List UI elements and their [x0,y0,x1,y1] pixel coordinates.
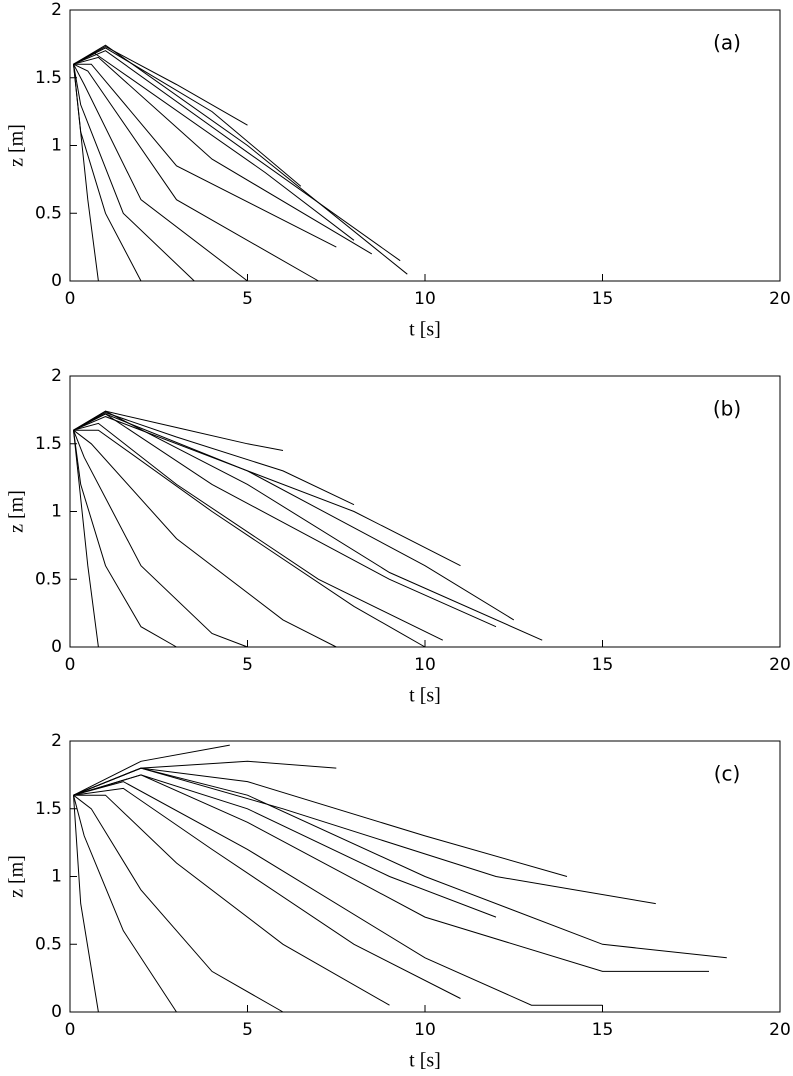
trajectory [73,63,319,282]
plot-frame [69,375,781,648]
trajectory [73,64,195,282]
y-tick-label: 0.5 [35,203,62,223]
trajectory [73,413,515,621]
y-axis-label: z [m] [6,490,28,533]
x-tick-label: 0 [65,655,76,675]
trajectory [73,429,426,648]
x-tick-label: 0 [65,289,76,309]
x-tick-label: 10 [414,289,436,309]
trajectory [73,794,390,1006]
trajectory [73,412,355,506]
y-tick-label: 1 [51,867,62,887]
x-tick-label: 5 [242,289,253,309]
x-axis-label: t [s] [409,319,441,341]
trajectory [73,744,230,796]
y-tick-label: 0 [51,637,62,657]
y-axis-label: z [m] [6,855,28,898]
y-tick-label: 0 [51,1002,62,1022]
trajectory [73,56,373,255]
trajectory [73,795,177,1013]
trajectory [73,787,461,999]
x-tick-label: 0 [65,1020,76,1040]
trajectory [73,52,355,241]
x-tick-label: 5 [242,1020,253,1040]
x-tick-label: 5 [242,655,253,675]
y-axis-label: z [m] [6,124,28,167]
x-tick-label: 20 [769,289,791,309]
y-tick-label: 0 [51,271,62,291]
trajectory [73,63,248,282]
y-tick-label: 1.5 [35,434,62,454]
y-tick-label: 1.5 [35,68,62,88]
trajectory [73,795,99,1013]
x-tick-label: 15 [592,655,614,675]
trajectory [73,422,444,641]
trajectory [73,767,568,877]
trajectory [73,430,177,648]
trajectory [73,64,99,282]
trajectory [73,410,284,451]
panel-label: (b) [713,397,741,421]
trajectory [73,44,408,275]
y-tick-label: 1 [51,502,62,522]
trajectory [73,767,656,905]
plot-frame [69,9,781,282]
trajectory [73,430,99,648]
y-tick-label: 2 [51,0,62,20]
trajectory [73,774,497,918]
trajectory [73,774,709,972]
x-tick-label: 10 [414,655,436,675]
trajectory [73,410,543,641]
x-tick-label: 15 [592,289,614,309]
trajectory [73,50,401,262]
y-tick-label: 2 [51,731,62,751]
trajectory [73,794,284,1013]
x-axis-label: t [s] [409,685,441,707]
y-tick-label: 1 [51,136,62,156]
y-tick-label: 0.5 [35,569,62,589]
y-tick-label: 1.5 [35,799,62,819]
trajectory [73,429,337,648]
trajectory [73,46,248,126]
panel-label: (a) [713,31,741,55]
x-tick-label: 20 [769,655,791,675]
x-tick-label: 15 [592,1020,614,1040]
trajectory [73,413,497,628]
trajectory [73,781,603,1006]
panel-label: (c) [714,762,741,786]
trajectory [73,767,727,959]
y-tick-label: 2 [51,366,62,386]
y-tick-label: 0.5 [35,934,62,954]
trajectory [73,63,337,248]
trajectory [73,416,461,567]
x-tick-label: 20 [769,1020,791,1040]
x-tick-label: 10 [414,1020,436,1040]
trajectory [73,430,248,648]
x-axis-label: t [s] [409,1050,441,1072]
